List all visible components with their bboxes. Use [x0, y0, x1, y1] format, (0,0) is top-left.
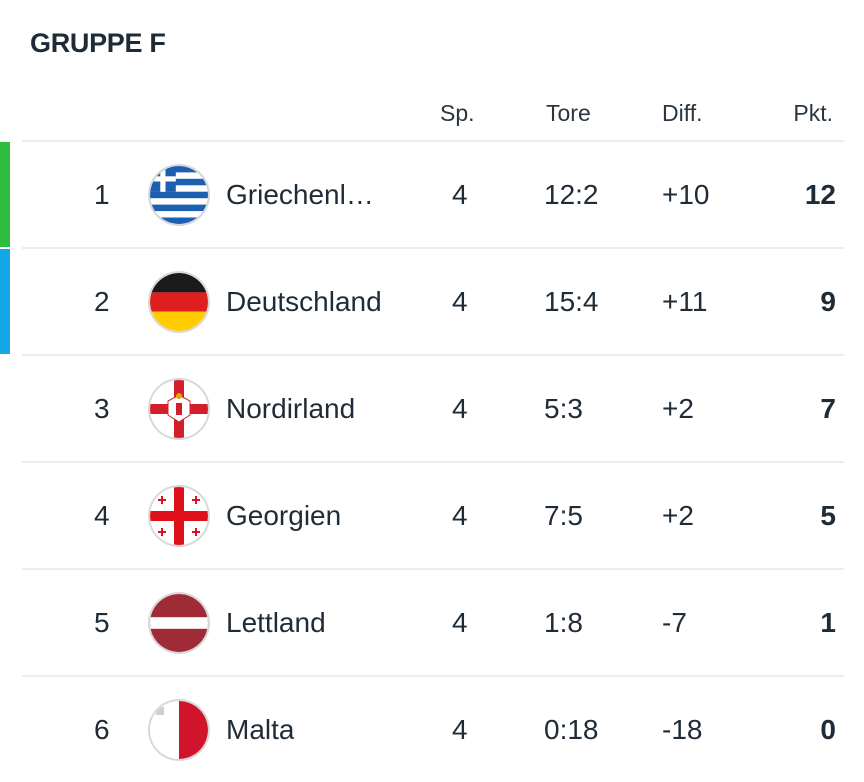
- points: 7: [820, 392, 836, 424]
- goals: 0:18: [544, 713, 599, 745]
- games-played: 4: [452, 606, 468, 638]
- position: 5: [94, 606, 110, 638]
- qualification-marker: [0, 142, 10, 247]
- goal-difference: +2: [662, 392, 694, 424]
- team-name[interactable]: Georgien: [226, 499, 342, 531]
- goal-difference: +11: [662, 285, 708, 317]
- position: 3: [94, 392, 110, 424]
- table-row[interactable]: 4 Georgien 4 7:5 +2 5: [22, 461, 844, 568]
- table-row[interactable]: 2 Deutschland 4 15:4 +11 9: [0, 247, 844, 354]
- table-row[interactable]: 6 Malta 4 0:18 -18 0: [22, 675, 844, 782]
- header-pkt: Pkt.: [793, 100, 833, 126]
- position: 1: [94, 178, 110, 210]
- header-diff: Diff.: [662, 100, 703, 126]
- greece-flag-icon: [150, 165, 208, 224]
- games-played: 4: [452, 178, 468, 210]
- malta-flag-icon: [150, 700, 208, 759]
- position: 6: [94, 713, 110, 745]
- germany-flag-icon: [150, 272, 208, 331]
- position: 4: [94, 499, 110, 531]
- team-name[interactable]: Malta: [226, 713, 295, 745]
- goal-difference: +2: [662, 499, 694, 531]
- goals: 5:3: [544, 392, 583, 424]
- games-played: 4: [452, 392, 468, 424]
- northern-ireland-flag-icon: [150, 379, 208, 438]
- qualification-marker: [0, 249, 10, 354]
- georgia-flag-icon: [150, 486, 208, 545]
- latvia-flag-icon: [150, 593, 208, 652]
- team-name[interactable]: Lettland: [226, 606, 326, 638]
- points: 9: [820, 285, 836, 317]
- table-row[interactable]: 3 Nordirland 4 5:3 +2 7: [22, 354, 844, 461]
- goal-difference: -7: [662, 606, 687, 638]
- team-name[interactable]: Nordirland: [226, 392, 356, 424]
- team-name[interactable]: Deutschland: [226, 285, 382, 317]
- points: 0: [820, 713, 836, 745]
- table-header: Sp. Tore Diff. Pkt.: [0, 96, 864, 132]
- goals: 7:5: [544, 499, 583, 531]
- points: 12: [804, 178, 836, 210]
- games-played: 4: [452, 499, 468, 531]
- group-title: GRUPPE F: [30, 28, 166, 58]
- games-played: 4: [452, 285, 468, 317]
- table-row[interactable]: 1 Griechenl… 4 12:2 +10 12: [0, 140, 844, 247]
- goal-difference: +10: [662, 178, 710, 210]
- points: 5: [820, 499, 836, 531]
- goal-difference: -18: [662, 713, 703, 745]
- games-played: 4: [452, 713, 468, 745]
- position: 2: [94, 285, 110, 317]
- goals: 1:8: [544, 606, 583, 638]
- team-name[interactable]: Griechenl…: [226, 178, 374, 210]
- goals: 15:4: [544, 285, 599, 317]
- points: 1: [820, 606, 836, 638]
- standings-table: 1 Griechenl… 4 12:2 +10 12: [0, 140, 864, 782]
- table-row[interactable]: 5 Lettland 4 1:8 -7 1: [22, 568, 844, 675]
- header-sp: Sp.: [440, 100, 475, 126]
- goals: 12:2: [544, 178, 599, 210]
- header-tore: Tore: [546, 100, 591, 126]
